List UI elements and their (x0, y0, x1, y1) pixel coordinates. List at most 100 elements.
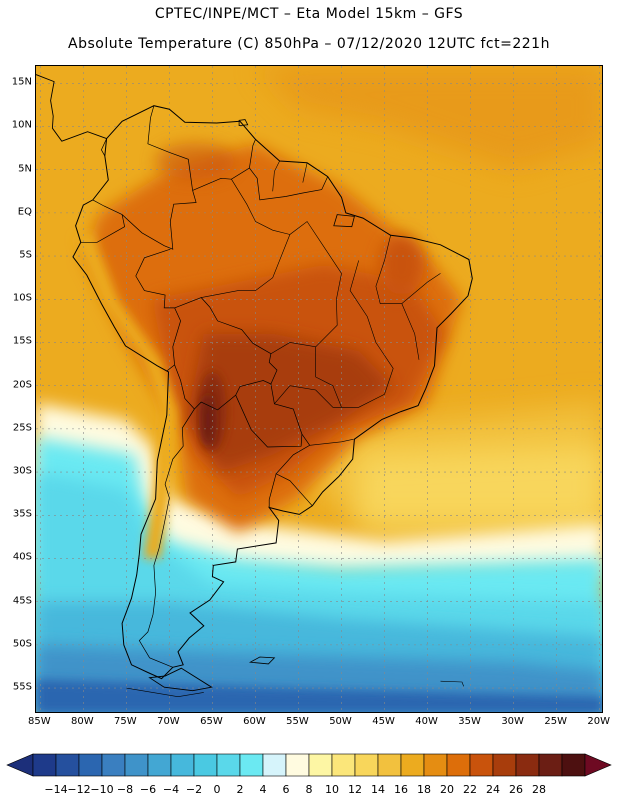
latitude-label: 20S (12, 379, 32, 391)
colorbar-swatch (446, 753, 471, 777)
peru-brazil-bolivia-border (135, 248, 181, 372)
map-title-line1: CPTEC/INPE/MCT – Eta Model 15km – GFS (154, 6, 464, 22)
longitude-label: 30W (501, 716, 524, 727)
brazil-states-south-central (315, 346, 342, 408)
temperature-field (36, 66, 602, 712)
colorbar-tick-label: −6 (139, 783, 157, 796)
colorbar-tick-label: −14 (44, 783, 68, 796)
latitude-label: 30S (12, 465, 32, 477)
colorbar-swatch (285, 753, 310, 777)
longitude-label: 70W (157, 716, 180, 727)
colorbar-swatch (538, 753, 563, 777)
color-scale-bar (6, 753, 612, 777)
colorbar-swatch (101, 753, 126, 777)
colorbar-high-arrow (584, 753, 612, 777)
falkland-islands (248, 656, 276, 665)
warm-ocean-ne (255, 66, 602, 170)
longitude-label: 55W (286, 716, 309, 727)
longitude-label: 20W (587, 716, 610, 727)
colorbar-swatch (78, 753, 103, 777)
colorbar-tick-label: 20 (440, 783, 454, 796)
cold-band-e (36, 679, 602, 712)
colorbar-swatch (469, 753, 494, 777)
latitude-label: 55S (12, 681, 32, 693)
ecuador-peru-border (80, 214, 125, 243)
central-america-coast (36, 74, 107, 142)
latitude-label: 40S (12, 551, 32, 563)
colorbar-swatch (170, 753, 195, 777)
longitude-label: 25W (544, 716, 567, 727)
latitude-label: 10S (12, 292, 32, 304)
longitude-label: 85W (27, 716, 51, 727)
colorbar-swatch (354, 753, 379, 777)
colorbar-tick-label: 16 (394, 783, 408, 796)
temperature-map[interactable] (35, 65, 603, 713)
colorbar-tick-label: 26 (509, 783, 523, 796)
longitude-label: 75W (114, 716, 137, 727)
colorbar-swatch (239, 753, 264, 777)
venezuela-border (192, 139, 256, 191)
colorbar-tick-label: −10 (90, 783, 114, 796)
colorbar-tick-label: 22 (463, 783, 477, 796)
latitude-label: 15N (11, 76, 32, 88)
colorbar-tick-label: 10 (325, 783, 339, 796)
colorbar-swatch (32, 753, 57, 777)
andes-cool-strip (74, 230, 178, 559)
colombia-border (92, 105, 197, 250)
colorbar-swatch (492, 753, 517, 777)
latitude-label: 5N (18, 163, 32, 175)
colorbar-tick-label: 18 (417, 783, 431, 796)
paraguay-border (235, 383, 303, 448)
latitude-label: EQ (17, 206, 32, 218)
colorbar-tick-label: 8 (305, 783, 313, 796)
colorbar-swatch (400, 753, 425, 777)
colorbar-tick-label: 24 (486, 783, 500, 796)
suriname-border (272, 160, 280, 192)
longitude-label: 45W (372, 716, 395, 727)
latitude-label: 50S (12, 638, 32, 650)
guianas-border (249, 167, 329, 201)
colorbar-swatch (216, 753, 241, 777)
south-america-coastline (72, 105, 473, 680)
mild-band-inner (358, 446, 602, 524)
colorbar-swatch (147, 753, 172, 777)
cape-horn-islands (126, 687, 204, 698)
hot-continent-b (186, 333, 394, 473)
colorbar-tick-label: 4 (259, 783, 267, 796)
brazil-states-south (309, 438, 354, 446)
longitude-label: 35W (458, 716, 481, 727)
marajo-island (333, 214, 355, 228)
trinidad (238, 119, 249, 127)
colorbar-tick-label: −2 (185, 783, 203, 796)
uruguay-brazil-border (275, 433, 313, 507)
longitude-label: 40W (415, 716, 438, 727)
panama-border (101, 138, 107, 157)
colorbar-swatch (561, 753, 586, 777)
colorbar-tick-label: −4 (162, 783, 180, 796)
chile-argentina-border (138, 408, 195, 668)
uruguay-argentina-border (268, 473, 277, 508)
tierra-del-fuego-coast (148, 667, 213, 692)
colorbar-swatch (515, 753, 540, 777)
longitude-label: 50W (329, 716, 352, 727)
longitude-label: 60W (243, 716, 266, 727)
colorbar-swatch (55, 753, 80, 777)
colorbar-swatch (308, 753, 333, 777)
colorbar-low-arrow (6, 753, 34, 777)
latitude-label: 5S (19, 249, 32, 261)
latitude-label: 45S (12, 595, 32, 607)
bahia-border (401, 303, 420, 360)
hot-spot-northeast (379, 234, 424, 295)
hot-core-chaco (202, 394, 215, 447)
colorbar-tick-label: 14 (371, 783, 385, 796)
map-canvas (36, 66, 602, 712)
south-georgia (440, 680, 464, 687)
colorbar-tick-label: 2 (236, 783, 244, 796)
colorbar-swatch (193, 753, 218, 777)
brazil-states-central (274, 260, 394, 408)
longitude-label: 65W (200, 716, 223, 727)
coastlines-borders (36, 74, 473, 698)
colorbar-swatch (124, 753, 149, 777)
latitude-label: 15S (12, 335, 32, 347)
colorbar-tick-label: 12 (348, 783, 362, 796)
